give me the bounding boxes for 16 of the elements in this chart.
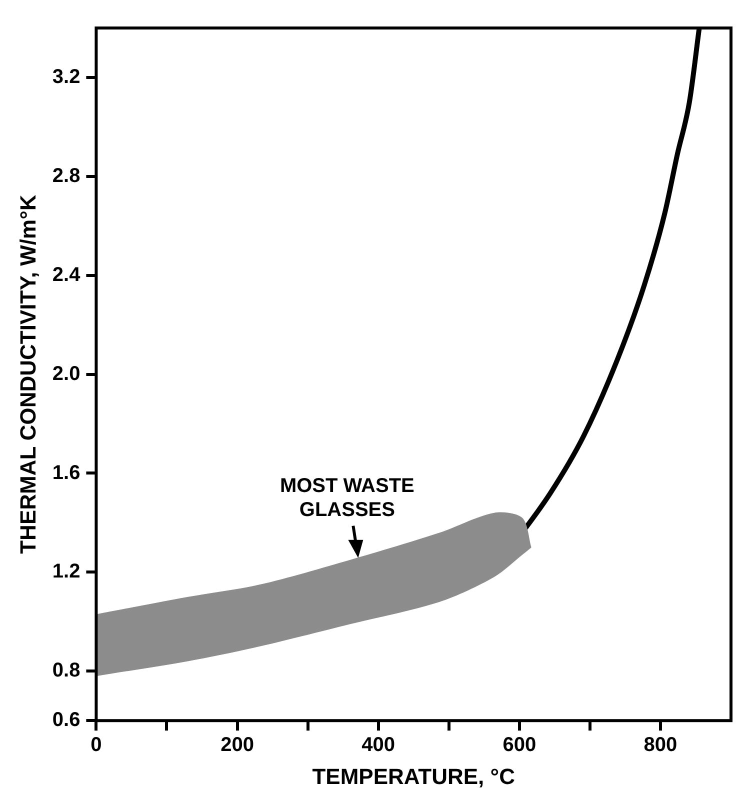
y-tick-label: 3.2 [52, 66, 80, 88]
x-axis-title: TEMPERATURE, °C [312, 764, 516, 789]
x-tick-label: 400 [362, 734, 396, 756]
y-tick-label: 0.6 [52, 709, 80, 732]
y-tick-label: 2.4 [52, 264, 82, 286]
y-tick-label: 1.2 [52, 560, 80, 583]
x-tick-label: 600 [502, 734, 536, 756]
y-tick-label: 0.8 [52, 660, 80, 682]
x-tick-label: 200 [220, 734, 254, 756]
y-tick-label: 2.8 [52, 164, 80, 187]
y-axis-title: THERMAL CONDUCTIVITY, W/m°K [15, 194, 40, 554]
x-tick-label: 800 [644, 734, 678, 756]
y-tick-label: 1.6 [52, 462, 80, 484]
x-tick-label: 0 [90, 734, 102, 756]
annotation: MOST WASTE GLASSES [280, 474, 414, 521]
y-tick-label: 2.0 [52, 362, 80, 385]
